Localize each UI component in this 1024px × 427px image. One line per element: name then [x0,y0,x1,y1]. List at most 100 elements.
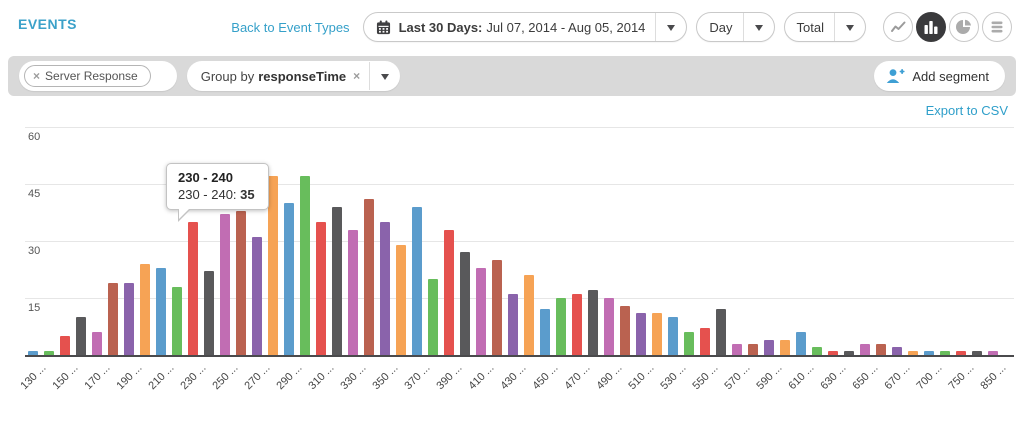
chevron-down-icon [754,24,763,35]
bar[interactable] [108,282,118,355]
bar[interactable] [988,351,998,355]
bar[interactable] [604,298,614,355]
bar[interactable] [236,210,246,355]
y-tick-label: 30 [28,245,41,257]
bar[interactable] [924,351,934,355]
calendar-icon [376,19,391,35]
bar[interactable] [300,176,310,355]
bar[interactable] [684,332,694,355]
bar[interactable] [492,260,502,355]
bar[interactable] [892,347,902,355]
bar[interactable] [652,313,662,355]
event-tag[interactable]: × Server Response [24,65,151,87]
metric-dropdown[interactable]: Total [783,12,866,42]
bar[interactable] [524,275,534,355]
top-bar: EVENTS Back to Event Types Last 30 Days:… [0,0,1024,56]
group-by-field: responseTime [258,68,347,84]
bar-chart: 15 30 45 60 130 ... 150 ... 170 ... 190 ... 210 … [0,124,1024,424]
bar[interactable] [796,332,806,355]
segmentation-bar: × Server Response Group by responseTime … [8,56,1016,96]
line-chart-view-button[interactable] [883,12,913,42]
bar[interactable] [668,317,678,355]
pie-chart-icon [956,19,971,34]
bar[interactable] [412,206,422,355]
y-gridline [25,241,1014,242]
bar[interactable] [780,339,790,355]
remove-event-icon[interactable]: × [33,69,41,83]
date-range-value: Jul 07, 2014 - Aug 05, 2014 [486,19,646,35]
bar[interactable] [748,343,758,355]
bar[interactable] [732,343,742,355]
bar[interactable] [60,336,70,355]
bar[interactable] [156,267,166,355]
export-csv-link[interactable]: Export to CSV [925,102,1008,118]
bar[interactable] [140,263,150,355]
bar[interactable] [508,294,518,355]
bar[interactable] [380,222,390,355]
bar[interactable] [716,309,726,355]
bar[interactable] [284,203,294,355]
bar[interactable] [76,317,86,355]
interval-dropdown[interactable]: Day [696,12,775,42]
bar[interactable] [204,271,214,355]
bar[interactable] [396,244,406,355]
x-axis-line [25,355,1014,357]
bar[interactable] [188,222,198,355]
divider [655,13,657,41]
bar-chart-view-button[interactable] [916,12,946,42]
event-filter-box[interactable]: × Server Response [19,61,177,91]
bar[interactable] [764,339,774,355]
bar[interactable] [220,214,230,355]
bar[interactable] [44,351,54,355]
bar[interactable] [972,351,982,355]
bar[interactable] [444,229,454,355]
y-tick-label: 60 [28,131,41,143]
bar[interactable] [428,279,438,355]
date-range-selector[interactable]: Last 30 Days: Jul 07, 2014 - Aug 05, 201… [362,12,688,42]
bar[interactable] [828,351,838,355]
remove-group-by-icon[interactable]: × [353,69,361,83]
bar[interactable] [332,206,342,355]
group-by-pill[interactable]: Group by responseTime × [186,61,401,91]
bar[interactable] [908,351,918,355]
bar[interactable] [124,282,134,355]
bar[interactable] [316,222,326,355]
bar[interactable] [956,351,966,355]
bar[interactable] [636,313,646,355]
top-controls: Back to Event Types Last 30 Days: Jul 07… [231,12,1012,42]
pie-chart-view-button[interactable] [949,12,979,42]
bar-chart-icon [924,21,938,34]
bar[interactable] [92,332,102,355]
bar[interactable] [172,286,182,355]
bar[interactable] [348,229,358,355]
y-tick-label: 15 [28,302,41,314]
list-view-button[interactable] [982,12,1012,42]
bar[interactable] [540,309,550,355]
divider [834,13,835,41]
bar[interactable] [700,328,710,355]
chevron-down-icon [846,24,854,35]
bar[interactable] [28,351,38,355]
bar[interactable] [268,176,278,355]
chevron-down-icon [381,73,390,84]
y-gridline [25,127,1014,128]
bar[interactable] [940,351,950,355]
bar[interactable] [252,237,262,355]
bar[interactable] [556,298,566,355]
bar[interactable] [460,252,470,355]
bar[interactable] [588,290,598,355]
bar[interactable] [364,199,374,355]
bar[interactable] [860,343,870,355]
y-gridline [25,298,1014,299]
tooltip-title: 230 - 240 [178,170,233,185]
bar[interactable] [476,267,486,355]
bar[interactable] [572,294,582,355]
bar[interactable] [620,305,630,355]
bar[interactable] [844,351,854,355]
back-to-event-types-link[interactable]: Back to Event Types [231,19,350,35]
bar[interactable] [876,343,886,355]
add-segment-button[interactable]: Add segment [874,61,1005,91]
interval-value: Day [709,19,733,35]
y-tick-label: 45 [28,188,41,200]
bar[interactable] [812,347,822,355]
